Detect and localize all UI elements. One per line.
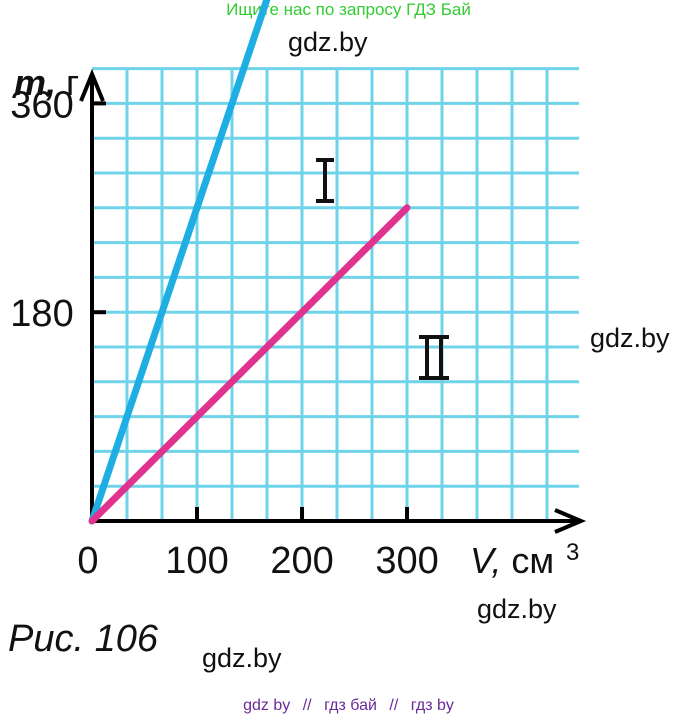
series-line-II <box>88 204 411 525</box>
series-label-I <box>316 158 334 203</box>
series-line-I <box>88 0 271 525</box>
footer-link-gdz-by-alt[interactable]: гдз by <box>410 697 454 714</box>
footer-link-gdz-by[interactable]: gdz by <box>243 697 291 714</box>
x-axis-arrow <box>554 508 587 534</box>
x-axis-title: V, см <box>470 540 554 581</box>
series-label-II <box>419 335 449 380</box>
footer-links: gdz by // гдз бай // гдз by <box>0 697 697 715</box>
watermark: gdz.by <box>202 643 282 673</box>
footer-separator: // <box>302 697 312 714</box>
x-axis-title-superscript: 3 <box>566 539 579 566</box>
y-tick-label: 180 <box>10 293 73 335</box>
footer-link-gdz-bai[interactable]: гдз бай <box>324 697 377 714</box>
footer-separator: // <box>389 697 399 714</box>
watermark: gdz.by <box>477 594 557 624</box>
search-prompt-link[interactable]: Ищите нас по запросу ГДЗ Бай <box>226 0 471 19</box>
watermark: gdz.by <box>288 27 368 57</box>
x-tick-label: 100 <box>165 540 228 582</box>
y-axis-title: m, г <box>14 62 79 103</box>
y-axis-arrow <box>79 68 105 102</box>
x-tick-label: 300 <box>375 540 438 582</box>
y-tick-label: 360 <box>10 84 73 126</box>
watermark: gdz.by <box>590 323 670 353</box>
x-tick-label: 200 <box>270 540 333 582</box>
figure-caption: Рис. 106 <box>8 618 158 660</box>
x-tick-label: 0 <box>77 540 98 582</box>
